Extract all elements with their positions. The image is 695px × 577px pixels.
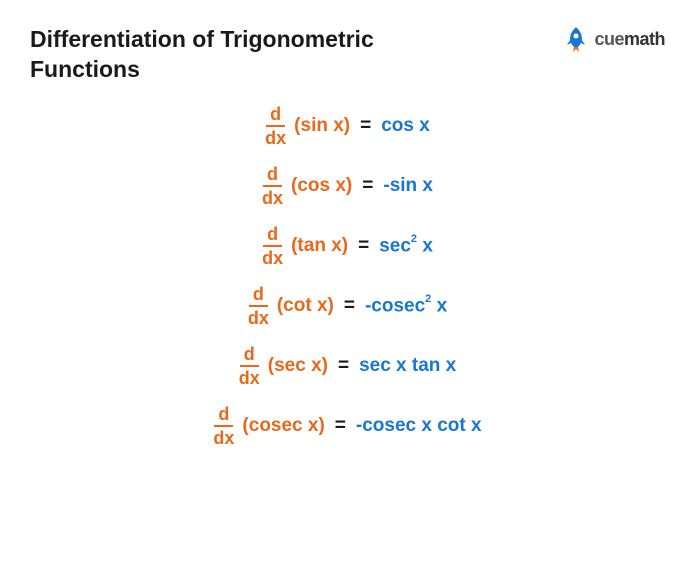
result: -sin x [383,175,433,197]
equals-sign: = [362,175,373,197]
logo-text: cuemath [594,29,665,50]
equals-sign: = [335,415,346,437]
rocket-icon [562,25,590,53]
equals-sign: = [358,235,369,257]
fraction-numerator: d [263,225,282,247]
result: sec x tan x [359,355,456,377]
logo-text-math: math [624,29,665,49]
formula-row: d dx (sec x) = sec x tan x [239,345,457,387]
formula-row: d dx (cos x) = -sin x [262,165,433,207]
derivative-operator: d dx [248,285,269,327]
function: (tan x) [291,235,348,257]
fraction-denominator: dx [262,187,283,207]
derivative-operator: d dx [262,225,283,267]
equals-sign: = [360,115,371,137]
formulas-list: d dx (sin x) = cos x d dx (cos x) = -sin… [30,105,665,447]
fraction-numerator: d [263,165,282,187]
logo-text-cue: cue [594,29,624,49]
formula-row: d dx (sin x) = cos x [265,105,430,147]
formula-row: d dx (tan x) = sec2 x [262,225,433,267]
fraction-denominator: dx [248,307,269,327]
function: (sin x) [294,115,350,137]
result: cos x [381,115,430,137]
derivative-operator: d dx [265,105,286,147]
logo: cuemath [562,25,665,53]
fraction-numerator: d [266,105,285,127]
fraction-denominator: dx [262,247,283,267]
fraction-numerator: d [240,345,259,367]
fraction-denominator: dx [239,367,260,387]
formula-row: d dx (cosec x) = -cosec x cot x [213,405,481,447]
equals-sign: = [344,295,355,317]
fraction-denominator: dx [265,127,286,147]
result: -cosec2 x [365,295,447,317]
derivative-operator: d dx [262,165,283,207]
fraction-denominator: dx [213,427,234,447]
function: (cot x) [277,295,334,317]
result: -cosec x cot x [356,415,482,437]
function: (cosec x) [242,415,324,437]
derivative-operator: d dx [213,405,234,447]
function: (cos x) [291,175,352,197]
formula-row: d dx (cot x) = -cosec2 x [248,285,447,327]
equals-sign: = [338,355,349,377]
function: (sec x) [268,355,328,377]
header: Differentiation of Trigonometric Functio… [30,25,665,85]
derivative-operator: d dx [239,345,260,387]
fraction-numerator: d [249,285,268,307]
fraction-numerator: d [214,405,233,427]
page-title: Differentiation of Trigonometric Functio… [30,25,450,85]
result: sec2 x [379,235,433,257]
